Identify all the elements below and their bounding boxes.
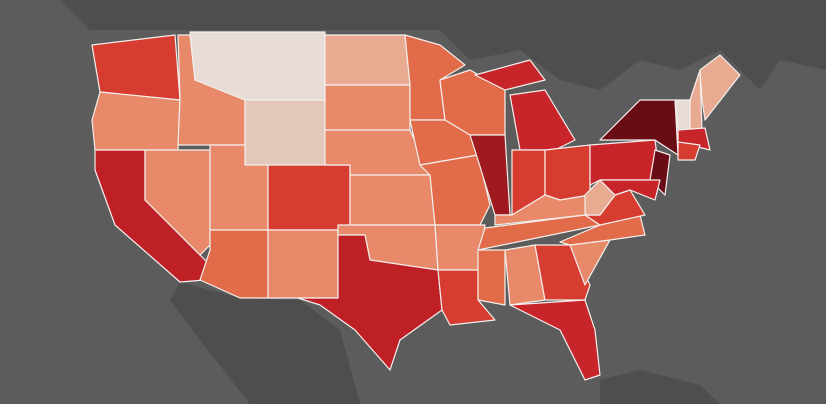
state: [599, 179, 661, 201]
state: [91, 91, 181, 151]
state: [477, 249, 506, 306]
state: [599, 99, 679, 156]
state: [584, 179, 616, 216]
state: [544, 144, 591, 201]
state: [144, 149, 211, 256]
state: [589, 139, 661, 186]
state: [324, 84, 411, 131]
mexico: [170, 282, 360, 404]
state: [244, 99, 326, 166]
state: [474, 59, 546, 91]
states: [91, 31, 741, 381]
state: [349, 174, 436, 226]
state: [267, 229, 339, 299]
state: [494, 194, 591, 226]
state: [677, 141, 701, 161]
state: [199, 229, 269, 299]
canada: [0, 0, 826, 90]
state: [509, 299, 601, 381]
state: [91, 34, 181, 101]
caribbean: [600, 370, 720, 404]
state: [324, 34, 411, 86]
state: [677, 127, 711, 151]
state: [674, 99, 691, 131]
state: [297, 234, 443, 371]
state: [699, 54, 741, 121]
state: [509, 89, 576, 151]
state: [267, 164, 351, 231]
